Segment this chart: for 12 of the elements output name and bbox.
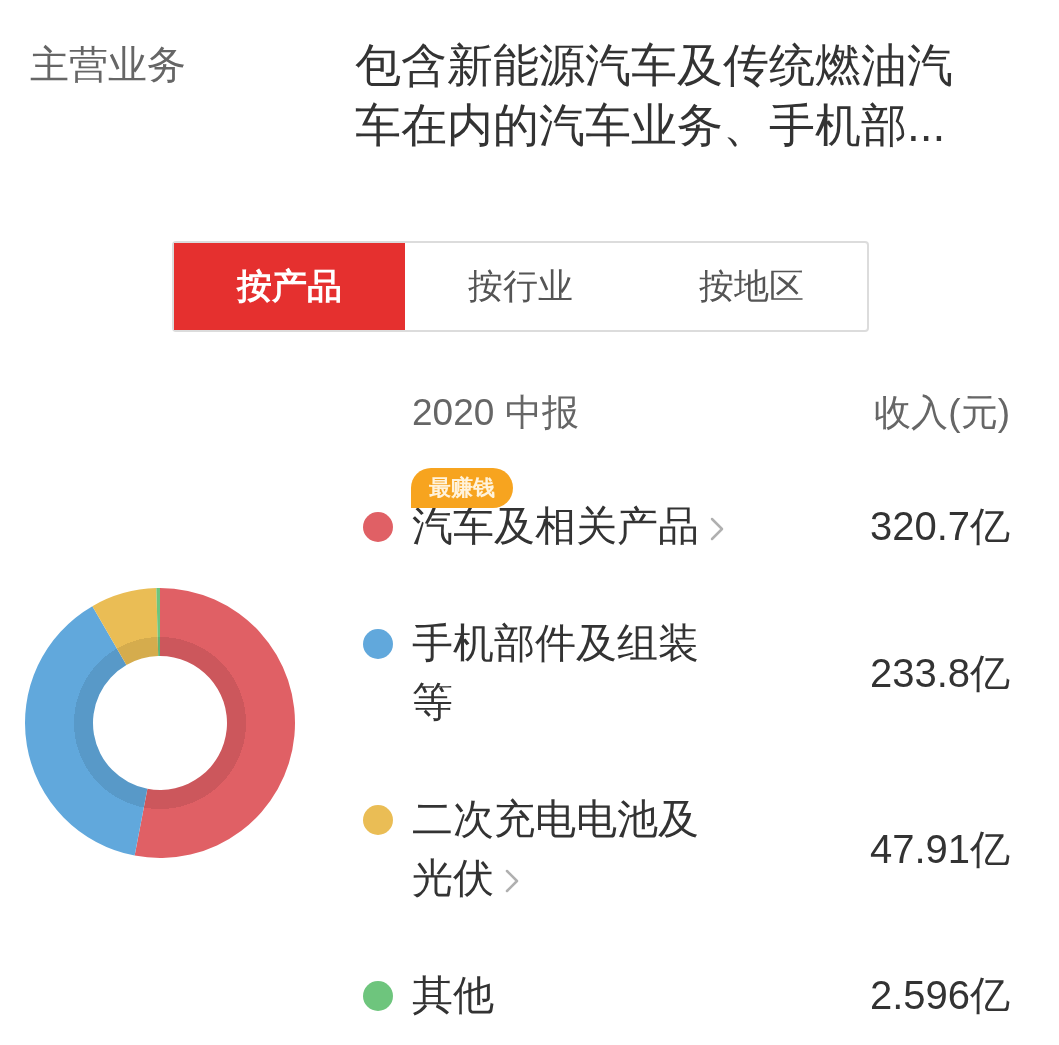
legend-label: 其他 bbox=[412, 971, 495, 1020]
text: 2020 中报 bbox=[412, 391, 579, 435]
chart-title: 主营业务 bbox=[30, 42, 186, 88]
data-label: 2.596亿 bbox=[869, 972, 1010, 1019]
legend-label: 手机部件及组装等 bbox=[412, 619, 700, 727]
data-label: 320.7亿 bbox=[869, 503, 1010, 550]
data-label: 233.8亿 bbox=[869, 649, 1010, 697]
data-label: 47.91亿 bbox=[869, 825, 1010, 873]
badge: 最赚钱 bbox=[411, 468, 513, 508]
chart-subtitle: 包含新能源汽车及传统燃油汽车在内的汽车业务、手机部... bbox=[355, 38, 954, 153]
text: 收入(元) bbox=[874, 392, 1010, 433]
legend-label: 二次充电电池及光伏 bbox=[412, 795, 700, 903]
